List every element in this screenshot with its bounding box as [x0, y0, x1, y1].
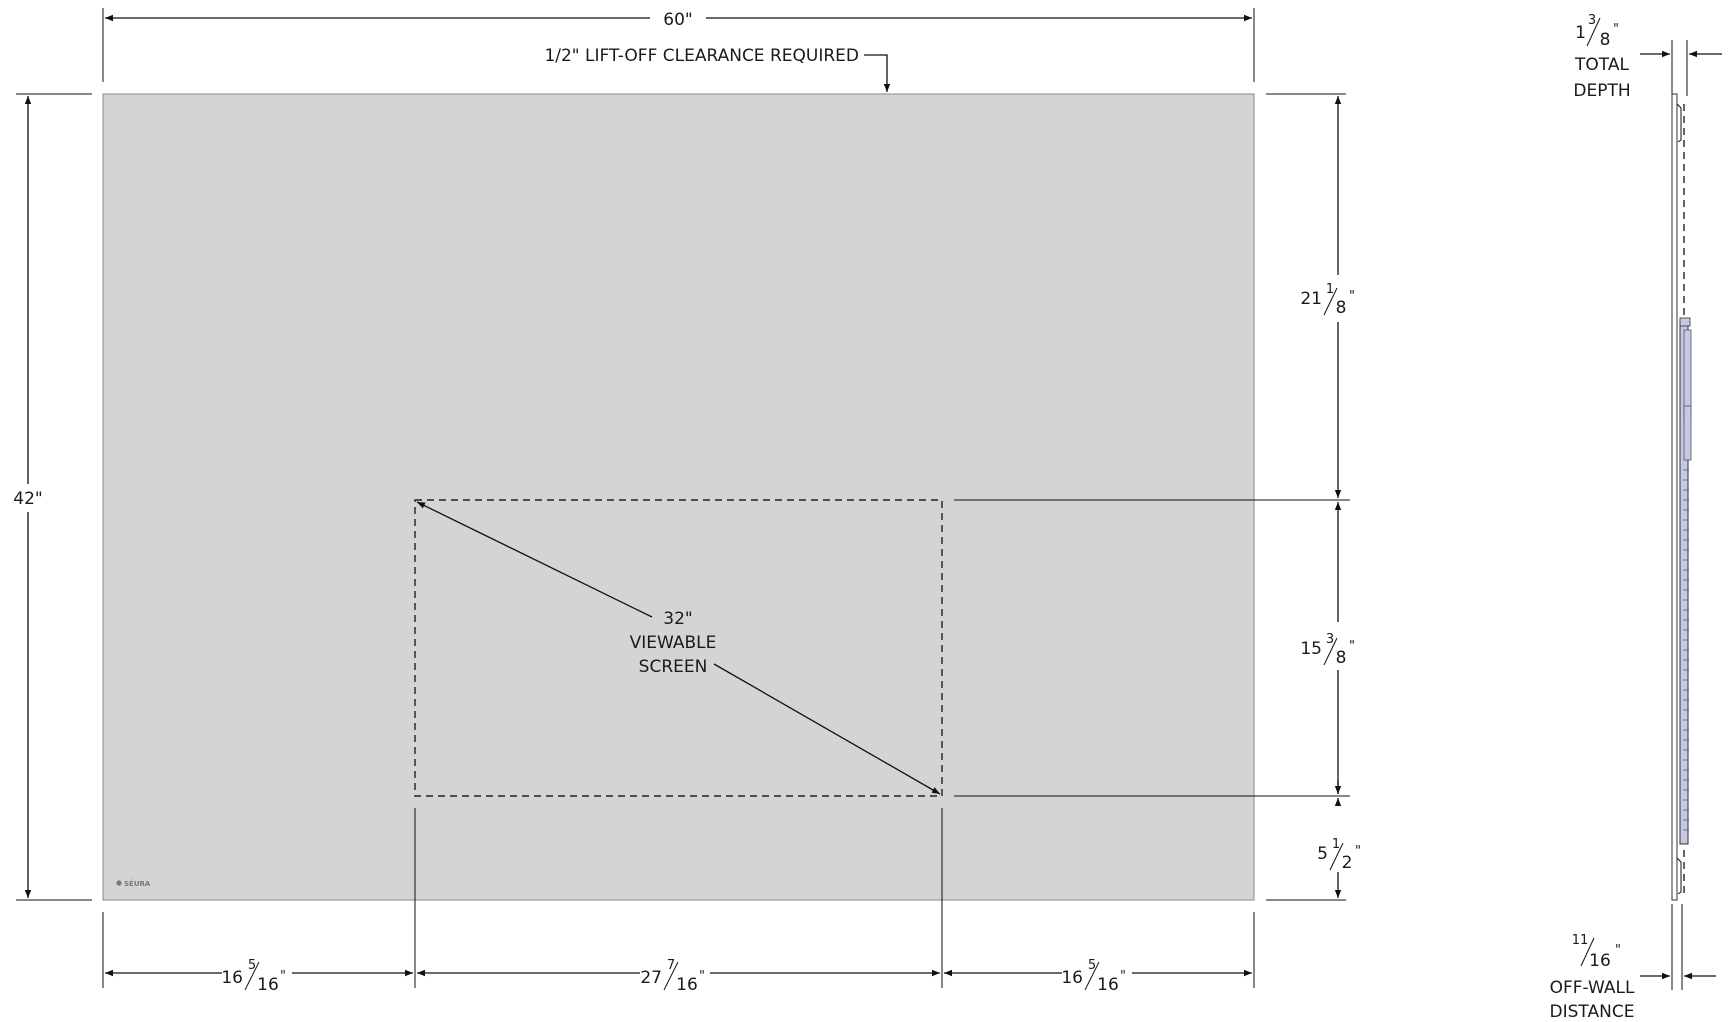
svg-text:5: 5	[1088, 958, 1096, 973]
screen-top-offset-value: 21 1 8 "	[1300, 282, 1355, 318]
bottom-horizontal-dimensions: 16 5 16 " 27 7 16 " 16 5	[102, 808, 1255, 995]
side-view: 1 3 8 " TOTAL DEPTH 11 16 " OFF-WALL DIS…	[1550, 13, 1722, 1022]
svg-text:SÉURA: SÉURA	[124, 879, 151, 888]
svg-text:": "	[699, 969, 705, 984]
brand-logo: SÉURA	[116, 879, 151, 888]
svg-text:27: 27	[640, 968, 662, 988]
svg-text:": "	[1615, 943, 1621, 958]
right-offset-value: 16 5 16 "	[1061, 958, 1126, 995]
clearance-note: 1/2" LIFT-OFF CLEARANCE REQUIRED	[544, 46, 891, 92]
svg-text:": "	[1355, 844, 1361, 859]
height-value: 42"	[13, 489, 42, 509]
screen-width-value: 27 7 16 "	[640, 958, 705, 995]
total-depth-label-line1: TOTAL	[1574, 55, 1629, 75]
svg-text:15: 15	[1300, 639, 1322, 659]
svg-text:1: 1	[1332, 837, 1340, 852]
svg-text:5: 5	[248, 958, 256, 973]
diagonal-value: 32"	[663, 609, 692, 629]
left-offset-value: 16 5 16 "	[221, 958, 286, 995]
svg-text:1/2" LIFT-OFF CLEARANCE REQUIR: 1/2" LIFT-OFF CLEARANCE REQUIRED	[544, 46, 859, 66]
off-wall-value: 11 16 "	[1572, 933, 1621, 971]
diagonal-dimension: 32" VIEWABLE SCREEN	[416, 501, 941, 795]
height-dimension: 42"	[13, 93, 92, 901]
right-vertical-dimensions: 21 1 8 " 15 3 8 " 5 1	[954, 93, 1361, 901]
svg-text:": "	[1613, 22, 1619, 37]
svg-text:16: 16	[1097, 975, 1119, 995]
svg-text:": "	[1120, 969, 1126, 984]
svg-text:": "	[1349, 639, 1355, 654]
svg-text:": "	[280, 969, 286, 984]
total-depth-label-line2: DEPTH	[1573, 81, 1630, 101]
svg-text:7: 7	[667, 958, 675, 973]
svg-text:8: 8	[1336, 648, 1347, 668]
mirror-panel	[102, 93, 1255, 901]
svg-text:1: 1	[1326, 282, 1334, 297]
diagonal-label-line2: SCREEN	[639, 657, 708, 677]
off-wall-label-line2: DISTANCE	[1550, 1002, 1635, 1022]
svg-text:16: 16	[676, 975, 698, 995]
total-depth-dimension: 1 3 8 " TOTAL DEPTH	[1573, 13, 1722, 101]
diagonal-label-line1: VIEWABLE	[630, 633, 717, 653]
viewable-screen-outline	[414, 499, 943, 797]
svg-text:8: 8	[1336, 298, 1347, 318]
off-wall-dimension: 11 16 " OFF-WALL DISTANCE	[1550, 933, 1716, 1022]
svg-text:16: 16	[1589, 951, 1611, 971]
screen-bottom-offset-value: 5 1 2 "	[1317, 837, 1361, 873]
svg-text:16: 16	[221, 968, 243, 988]
svg-text:": "	[1349, 289, 1355, 304]
side-tv-vents	[1683, 469, 1689, 831]
off-wall-label-line1: OFF-WALL	[1550, 978, 1635, 998]
svg-text:5: 5	[1317, 844, 1328, 864]
width-dimension: 60"	[102, 8, 1255, 82]
front-view: SÉURA 32" VIEWABLE SCREEN 60" 1/2" LIFT-…	[13, 8, 1361, 995]
svg-text:16: 16	[1061, 968, 1083, 988]
svg-text:1: 1	[1575, 23, 1586, 43]
side-glass	[1671, 93, 1678, 901]
svg-text:21: 21	[1300, 289, 1322, 309]
svg-text:2: 2	[1342, 853, 1353, 873]
width-value: 60"	[663, 10, 692, 30]
screen-height-value: 15 3 8 "	[1300, 632, 1355, 668]
svg-text:8: 8	[1600, 30, 1611, 50]
svg-text:11: 11	[1572, 933, 1589, 948]
total-depth-value: 1 3 8 "	[1575, 13, 1619, 50]
svg-text:3: 3	[1588, 13, 1596, 28]
svg-text:16: 16	[257, 975, 279, 995]
svg-text:3: 3	[1326, 632, 1334, 647]
